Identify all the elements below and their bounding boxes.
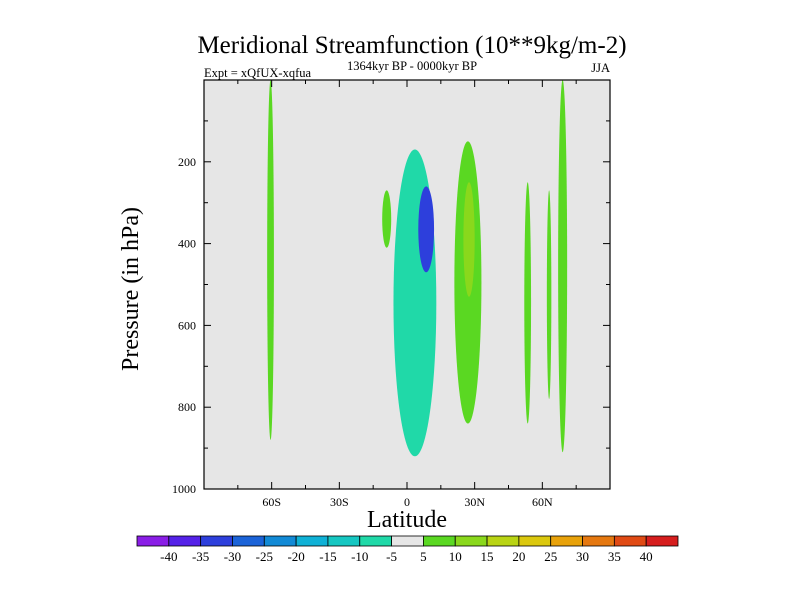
colorbar-swatch (136, 535, 170, 547)
y-tick-label: 200 (178, 155, 196, 169)
colorbar-swatch (168, 535, 202, 547)
x-tick-label: 60N (532, 495, 553, 509)
x-tick-label: 0 (404, 495, 410, 509)
x-axis-label: Latitude (367, 507, 447, 533)
colorbar-swatch (200, 535, 233, 547)
colorbar-label: -20 (287, 549, 304, 564)
colorbar-swatch (295, 535, 329, 547)
colorbar-label: -35 (192, 549, 209, 564)
colorbar-label: -15 (319, 549, 336, 564)
y-tick-label: 800 (178, 400, 196, 414)
colorbar-swatch (232, 535, 265, 547)
contour-nh-high-lat-positive (558, 80, 568, 453)
contour-small-positive-near-10s (382, 190, 392, 248)
colorbar-label: 10 (449, 549, 462, 564)
chart-title: Meridional Streamfunction (10**9kg/m-2) (197, 32, 626, 59)
colorbar-label: 40 (640, 549, 653, 564)
contour-sh-high-lat-positive (267, 79, 274, 440)
contour-tropical-negative-core (418, 186, 435, 273)
colorbar-label: 35 (608, 549, 621, 564)
contour-nh-thin-positive (546, 190, 552, 400)
colorbar-swatch (645, 535, 679, 547)
colorbar-label: 5 (420, 549, 427, 564)
y-tick-label: 600 (178, 318, 196, 332)
colorbar-swatch (391, 535, 424, 547)
y-axis: 200 400 600 800 1000 (172, 120, 610, 496)
x-tick-label: 30N (464, 495, 485, 509)
colorbar-label: -40 (160, 549, 177, 564)
experiment-label: Expt = xQfUX-xqfua (204, 66, 311, 80)
colorbar-swatch (582, 535, 615, 547)
colorbar-swatch (550, 535, 583, 547)
colorbar-label: 15 (481, 549, 494, 564)
x-tick-label: 60S (262, 495, 281, 509)
colorbar-label: 30 (576, 549, 589, 564)
y-tick-label: 400 (178, 237, 196, 251)
colorbar-swatch (423, 535, 456, 547)
colorbar-swatch (327, 535, 361, 547)
season-label: JJA (591, 61, 610, 75)
colorbar-label: -25 (256, 549, 273, 564)
period-label: 1364kyr BP - 0000kyr BP (347, 59, 477, 73)
colorbar-label: -30 (224, 549, 241, 564)
colorbar: -40 -35 -30 -25 -20 -15 -10 -5 5 10 15 20 25 30 35 40 (136, 535, 679, 564)
contour-nh-midlat-positive (524, 182, 532, 424)
colorbar-label: -10 (351, 549, 368, 564)
colorbar-label: 25 (544, 549, 557, 564)
x-axis: 60S 30S 0 30N 60N (237, 80, 577, 509)
contour-regions (267, 79, 568, 457)
y-axis-label: Pressure (in hPa) (118, 207, 144, 371)
colorbar-swatch (518, 535, 552, 547)
contour-subtropical-positive-core (463, 182, 475, 297)
y-tick-label: 1000 (172, 482, 196, 496)
colorbar-swatch (454, 535, 488, 547)
colorbar-swatch (486, 535, 520, 547)
colorbar-swatch (613, 535, 647, 547)
colorbar-label: 20 (512, 549, 525, 564)
colorbar-label: -5 (386, 549, 397, 564)
colorbar-swatch (263, 535, 297, 547)
colorbar-swatch (359, 535, 392, 547)
x-tick-label: 30S (330, 495, 349, 509)
